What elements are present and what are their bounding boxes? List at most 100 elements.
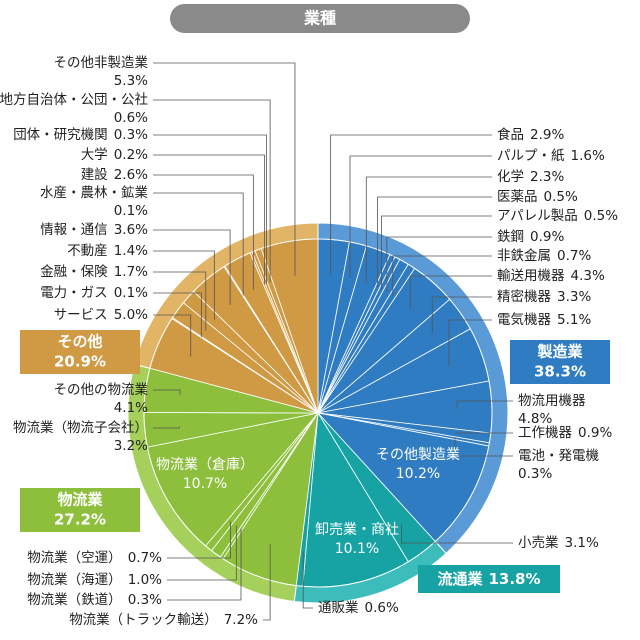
- leader-line: [409, 275, 492, 309]
- slice-label: 電力・ガス 0.1%: [40, 285, 148, 301]
- slice-value: 0.5%: [544, 189, 578, 205]
- slice-value: 0.3%: [518, 466, 552, 482]
- slice-label: 電池・発電機 0.3%: [518, 448, 599, 482]
- slice-name: 電池・発電機: [518, 448, 599, 464]
- leader-line: [365, 176, 492, 283]
- group-box: [20, 488, 140, 532]
- slice-value: 0.9%: [530, 229, 564, 245]
- leader-line: [153, 134, 267, 284]
- slice-name: 大学: [81, 147, 108, 163]
- group-box: [418, 565, 560, 593]
- slice-name: 鉄鋼: [497, 229, 524, 245]
- leader-line: [167, 525, 237, 581]
- slice-value: 1.0%: [128, 572, 162, 588]
- leader-line: [386, 236, 492, 293]
- slice-label: 物流業（海運） 1.0%: [27, 572, 162, 588]
- slice-name: 団体・研究機関: [13, 127, 108, 143]
- slice-label: 官庁・地方自治体・公団・公社 0.6%: [0, 92, 148, 126]
- slice-name: 水産・農林・鉱業: [40, 185, 148, 201]
- slice-name: 物流業（空運）: [27, 550, 122, 566]
- slice-name: アパレル製品: [497, 208, 578, 224]
- slice-value: 0.7%: [557, 248, 591, 264]
- slice-name: 不動産: [67, 243, 108, 259]
- slice-value: 3.6%: [114, 222, 148, 238]
- slice-label: 電気機器 5.1%: [497, 312, 591, 328]
- leader-line: [153, 389, 181, 395]
- slice-value: 0.2%: [114, 147, 148, 163]
- slice-value-inside: 10.1%: [335, 541, 379, 557]
- slice-value: 4.1%: [114, 400, 148, 416]
- slice-name: 物流業（物流子会社）: [13, 420, 148, 436]
- group-label: 流通業 13.8%: [437, 570, 540, 588]
- leader-line: [377, 196, 492, 288]
- group-ring: [133, 222, 319, 369]
- slice-label: 情報・通信 3.6%: [40, 222, 148, 238]
- slice-value: 0.6%: [114, 110, 148, 126]
- slice-value: 5.1%: [557, 312, 591, 328]
- leader-line: [330, 134, 492, 275]
- slice-value: 3.3%: [557, 289, 591, 305]
- slice-name: 通販業: [318, 600, 359, 616]
- slice-value: 1.4%: [114, 243, 148, 259]
- slice-label: 非鉄金属 0.7%: [497, 248, 591, 264]
- slice-name: その他非製造業: [54, 55, 149, 71]
- leader-line: [302, 551, 313, 609]
- slice-label: サービス 5.0%: [54, 307, 148, 323]
- slice-label: 団体・研究機関 0.3%: [13, 127, 148, 143]
- leader-line: [167, 521, 231, 559]
- slice-name: 官庁・地方自治体・公団・公社: [0, 92, 148, 108]
- slice-name: 物流用機器: [518, 393, 586, 409]
- leader-line: [381, 215, 492, 290]
- slice-value: 0.9%: [578, 425, 612, 441]
- slice-value: 7.2%: [224, 612, 258, 628]
- slice-name: 物流業（海運）: [27, 572, 122, 588]
- slice-value: 0.5%: [584, 208, 618, 224]
- slice-label: 医薬品 0.5%: [497, 189, 578, 205]
- slice-value: 1.7%: [114, 264, 148, 280]
- slice-label: 物流業（トラック輸送） 7.2%: [69, 612, 258, 628]
- leader-line: [401, 524, 513, 544]
- leader-line: [349, 155, 492, 278]
- slice-value: 2.6%: [114, 167, 148, 183]
- slice-label: その他非製造業 5.3%: [54, 55, 149, 89]
- slice-label: 通販業 0.6%: [318, 600, 399, 616]
- slice-name: 金融・保険: [40, 264, 108, 280]
- slice-value: 2.3%: [530, 169, 564, 185]
- slice-label: 鉄鋼 0.9%: [497, 229, 564, 245]
- slice-value: 3.2%: [114, 438, 148, 454]
- slice-label: 水産・農林・鉱業 0.1%: [40, 185, 148, 219]
- group-name: 流通業: [437, 570, 483, 588]
- slice-value: 4.3%: [571, 268, 605, 284]
- slice-name: パルプ・紙: [497, 148, 565, 164]
- slice-label: 工作機器 0.9%: [518, 425, 612, 441]
- title-bar: [170, 4, 470, 33]
- slice-name-inside: 物流業（倉庫）: [156, 456, 254, 473]
- leader-line: [454, 438, 513, 457]
- slice-name: サービス: [54, 307, 108, 323]
- leader-line: [456, 400, 513, 409]
- slice-value: 0.3%: [128, 592, 162, 608]
- leader-line: [263, 543, 271, 621]
- leader-line: [153, 426, 180, 429]
- leader-line: [153, 154, 265, 285]
- slice-name: 物流業（トラック輸送）: [69, 612, 218, 628]
- slice-label: 化学 2.3%: [497, 169, 564, 185]
- leader-line: [153, 271, 207, 331]
- slice-label: 物流業（空運） 0.7%: [27, 550, 162, 566]
- leader-line: [153, 192, 244, 296]
- group-value: 27.2%: [54, 511, 106, 529]
- slice-name: 小売業: [518, 535, 559, 551]
- slice-name: 情報・通信: [40, 222, 108, 238]
- slice-label: 不動産 1.4%: [67, 243, 148, 259]
- slice-value-inside: 10.2%: [396, 466, 440, 482]
- slice-label: 金融・保険 1.7%: [40, 264, 148, 280]
- slice-name: 電力・ガス: [40, 285, 108, 301]
- slice-value: 0.6%: [365, 600, 399, 616]
- slice-label: その他の物流業 4.1%: [54, 382, 149, 416]
- group-name: 物流業: [57, 491, 103, 509]
- slice-name-inside: その他製造業: [376, 447, 460, 463]
- slice-label: パルプ・紙 1.6%: [497, 148, 605, 164]
- slice-label: 小売業 3.1%: [518, 535, 599, 551]
- slice-value: 0.3%: [114, 127, 148, 143]
- slice-value: 1.6%: [571, 148, 605, 164]
